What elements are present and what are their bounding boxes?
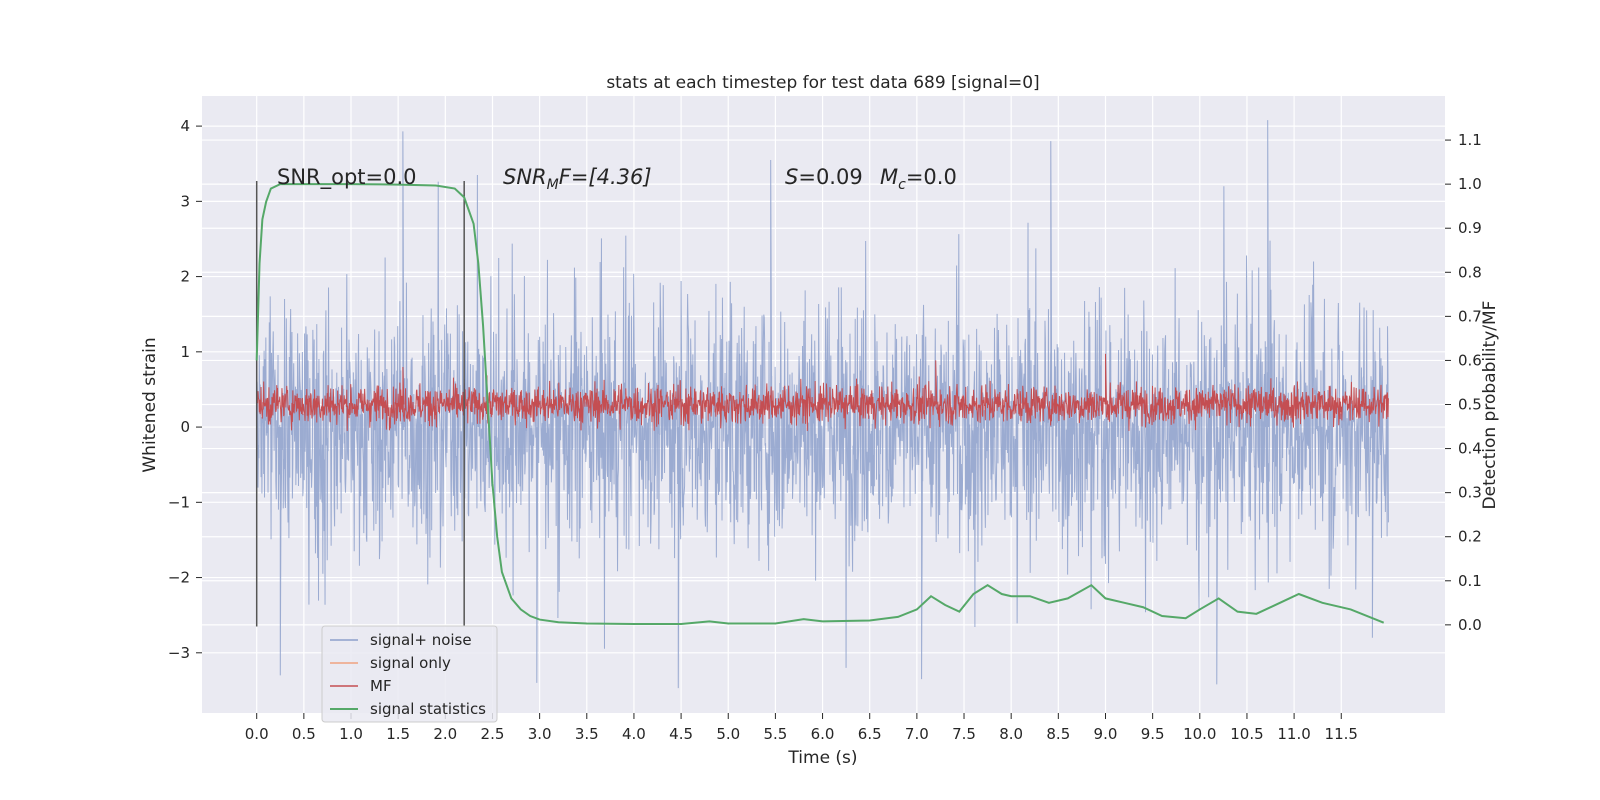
- x-tick-label: 6.5: [858, 725, 882, 743]
- y2-tick-label: 0.9: [1458, 219, 1482, 237]
- x-tick-label: 9.5: [1141, 725, 1165, 743]
- y2-axis-label: Detection probability/MF: [1480, 301, 1500, 510]
- snr-mf-rest: F=[4.36]: [559, 165, 652, 189]
- y2-tick-label: 0.1: [1458, 572, 1482, 590]
- series-signal-noise: [256, 120, 1389, 689]
- mc-rest: =0.0: [906, 165, 957, 189]
- y2-tick-label: 0.4: [1458, 440, 1482, 458]
- x-tick-label: 8.0: [999, 725, 1023, 743]
- x-tick-label: 8.5: [1046, 725, 1070, 743]
- y-tick-label: 2: [180, 268, 190, 286]
- x-tick-label: 6.0: [811, 725, 835, 743]
- annotation-mc: Mc=0.0: [880, 165, 957, 193]
- x-tick-label: 2.0: [433, 725, 457, 743]
- y-tick-label: 4: [180, 117, 190, 135]
- legend-label-mf: MF: [370, 677, 392, 695]
- series-signal-statistics: [255, 183, 1385, 625]
- x-tick-label: 4.5: [669, 725, 693, 743]
- snr-mf-sub: M: [547, 177, 559, 193]
- y2-tick-label: 1.0: [1458, 175, 1482, 193]
- x-tick-label: 1.0: [339, 725, 363, 743]
- x-tick-label: 3.0: [528, 725, 552, 743]
- y2-tick-label: 0.3: [1458, 484, 1482, 502]
- x-tick-label: 10.5: [1230, 725, 1263, 743]
- legend: signal+ noise signal only MF signal stat…: [321, 625, 498, 723]
- y2-tick-label: 0.7: [1458, 307, 1482, 325]
- annotation-s: S=0.09: [785, 165, 863, 189]
- x-tick-label: 11.0: [1277, 725, 1310, 743]
- y-tick-label: 1: [180, 343, 190, 361]
- y-axis-ticks: 4 3 2 1 0 −1 −2 −3: [168, 117, 202, 662]
- x-tick-label: 11.5: [1325, 725, 1358, 743]
- x-tick-label: 7.0: [905, 725, 929, 743]
- x-tick-label: 3.5: [575, 725, 599, 743]
- y-tick-label: −2: [168, 569, 190, 587]
- y-tick-label: −1: [168, 493, 190, 511]
- x-tick-label: 9.0: [1094, 725, 1118, 743]
- y2-tick-label: 0.0: [1458, 616, 1482, 634]
- annotation-snr-opt: SNR_opt=0.0: [277, 165, 417, 190]
- x-axis-label: Time (s): [787, 748, 857, 768]
- x-tick-label: 5.0: [716, 725, 740, 743]
- mc-sub: c: [898, 177, 906, 193]
- series-mf: [256, 353, 1389, 431]
- y2-tick-label: 0.6: [1458, 351, 1482, 369]
- y2-tick-label: 0.2: [1458, 528, 1482, 546]
- x-tick-label: 0.5: [292, 725, 316, 743]
- annotation-snr-mf: SNRMF=[4.36]: [503, 165, 652, 193]
- y-axis-label: Whitened strain: [140, 337, 160, 472]
- x-tick-label: 4.0: [622, 725, 646, 743]
- x-tick-label: 7.5: [952, 725, 976, 743]
- s-main: S: [785, 165, 798, 189]
- s-rest: =0.09: [798, 165, 862, 189]
- legend-label-signal-noise: signal+ noise: [370, 631, 472, 649]
- y-tick-label: −3: [168, 644, 190, 662]
- y-tick-label: 3: [180, 192, 190, 210]
- y2-tick-label: 0.8: [1458, 263, 1482, 281]
- y2-axis-ticks: 1.1 1.0 0.9 0.8 0.7 0.6 0.5 0.4 0.3 0.2 0.1 0.0: [1445, 131, 1482, 634]
- chart-title: stats at each timestep for test data 689…: [606, 73, 1039, 93]
- x-tick-label: 1.5: [386, 725, 410, 743]
- x-tick-label: 10.0: [1183, 725, 1216, 743]
- x-tick-label: 5.5: [763, 725, 787, 743]
- y-tick-label: 0: [180, 418, 190, 436]
- x-tick-label: 2.5: [481, 725, 505, 743]
- y2-tick-label: 1.1: [1458, 131, 1482, 149]
- x-axis-ticks: 0.0 0.5 1.0 1.5 2.0 2.5 3.0 3.5 4.0 4.5 5.0 5.5 6.0 6…: [245, 713, 1358, 743]
- legend-box: [321, 625, 498, 723]
- legend-label-signal-statistics: signal statistics: [370, 700, 486, 718]
- snr-mf-main: SNR: [503, 165, 547, 189]
- mc-main: M: [880, 165, 898, 189]
- x-tick-label: 0.0: [245, 725, 269, 743]
- legend-label-signal-only: signal only: [370, 654, 451, 672]
- y2-tick-label: 0.5: [1458, 396, 1482, 414]
- plot-area: [255, 120, 1389, 689]
